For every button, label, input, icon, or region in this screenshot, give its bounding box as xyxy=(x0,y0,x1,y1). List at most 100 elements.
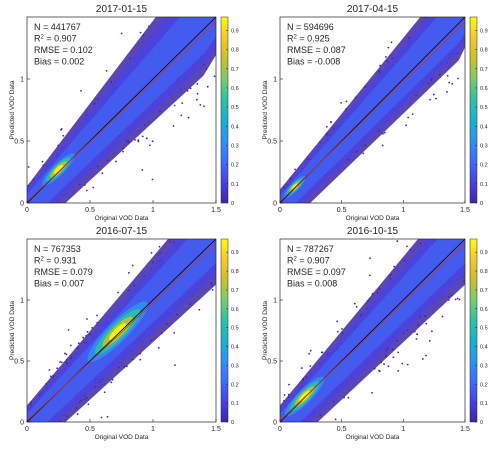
fit-line xyxy=(26,243,217,422)
x-axis-label: Original VOD Data xyxy=(95,434,149,441)
colorbar-tick-label: 0.3 xyxy=(480,143,488,149)
point xyxy=(67,328,70,331)
point xyxy=(172,125,175,127)
colorbar-tick-label: 0.2 xyxy=(231,382,239,388)
point xyxy=(283,394,286,396)
point xyxy=(341,328,343,330)
point xyxy=(64,352,66,355)
point xyxy=(80,89,82,92)
x-tick-label: 0.5 xyxy=(85,207,95,214)
y-tick-label: 0 xyxy=(273,201,277,208)
y-axis-label: Predicted VOD Data xyxy=(262,301,269,360)
point xyxy=(378,370,381,373)
point xyxy=(122,150,124,153)
point xyxy=(381,144,384,147)
colorbar-tick-label: 0.4 xyxy=(231,124,239,130)
point xyxy=(300,367,303,369)
point xyxy=(198,308,201,311)
y-tick-label: 0.5 xyxy=(14,359,24,366)
stat-rmse: RMSE = 0.079 xyxy=(34,267,93,277)
point xyxy=(425,322,428,325)
point xyxy=(401,362,404,365)
colorbar-tick-label: 0.6 xyxy=(480,86,488,92)
scatter-panel-4: 0 0.5 1 1.5 0 0.5 1 2016-10-15 Original VOD Data… xyxy=(262,226,488,441)
point xyxy=(387,365,390,368)
colorbar-tick-label: 0.1 xyxy=(231,401,239,407)
point xyxy=(451,82,454,85)
point xyxy=(454,298,457,301)
point xyxy=(392,356,395,359)
point xyxy=(405,124,407,127)
point xyxy=(330,121,333,124)
point xyxy=(196,82,199,85)
point xyxy=(139,358,142,361)
scatter-panel-2: 0 0.5 1 1.5 0 0.5 1 2017-04-15 Original VOD Data… xyxy=(262,4,488,222)
x-tick-label: 1 xyxy=(401,426,405,433)
point xyxy=(131,264,134,267)
point xyxy=(334,418,337,421)
point xyxy=(157,346,160,349)
point xyxy=(385,56,387,58)
point xyxy=(456,297,459,300)
y-tick-label: 1 xyxy=(273,298,277,305)
point xyxy=(100,416,103,419)
point xyxy=(56,367,59,370)
point xyxy=(435,97,437,100)
x-tick-label: 1.5 xyxy=(460,426,470,433)
colorbar-tick-label: 0.8 xyxy=(480,269,488,275)
colorbar-tick-label: 0.7 xyxy=(231,67,239,73)
point xyxy=(393,265,395,268)
stat-bias: Bias = 0.007 xyxy=(34,279,84,289)
point xyxy=(425,354,427,357)
fit-line xyxy=(279,21,466,203)
point xyxy=(87,403,90,406)
stat-n: N = 594696 xyxy=(287,22,334,32)
y-tick-label: 1 xyxy=(273,77,277,84)
y-axis-label: Predicted VOD Data xyxy=(262,80,269,139)
colorbar-tick-label: 0 xyxy=(231,201,234,207)
point xyxy=(59,361,62,363)
point xyxy=(309,349,312,352)
point xyxy=(86,318,88,320)
point xyxy=(60,128,62,131)
point xyxy=(397,351,400,354)
point xyxy=(446,74,449,77)
x-tick-label: 1 xyxy=(151,426,155,433)
colorbar-tick-label: 0.4 xyxy=(480,124,488,130)
colorbar xyxy=(469,238,478,423)
point xyxy=(390,41,393,44)
stat-rmse: RMSE = 0.097 xyxy=(287,267,346,277)
point xyxy=(294,168,296,171)
x-tick-label: 0.5 xyxy=(85,426,95,433)
point xyxy=(158,245,161,248)
x-tick-label: 0 xyxy=(25,207,29,214)
point xyxy=(203,105,205,108)
colorbar-tick-label: 0.6 xyxy=(231,307,239,313)
y-axis-label: Predicted VOD Data xyxy=(9,80,16,139)
point xyxy=(85,189,88,192)
y-tick-label: 0.5 xyxy=(14,139,24,146)
point xyxy=(441,315,444,318)
point xyxy=(415,338,418,340)
point xyxy=(82,336,85,339)
axes-box xyxy=(26,16,217,204)
point xyxy=(397,369,400,372)
point xyxy=(345,100,348,103)
point xyxy=(101,172,104,175)
stat-bias: Bias = 0.002 xyxy=(34,57,84,67)
colorbar-tick-label: 0.6 xyxy=(231,86,239,92)
point xyxy=(151,140,154,143)
colorbar-tick-label: 0 xyxy=(231,420,234,426)
x-tick-label: 0.5 xyxy=(337,207,347,214)
x-axis-label: Original VOD Data xyxy=(346,434,400,441)
point xyxy=(174,364,176,367)
stat-n: N = 787267 xyxy=(287,244,334,254)
colorbar-tick-label: 0.2 xyxy=(231,163,239,169)
point xyxy=(407,116,410,119)
point xyxy=(383,363,385,365)
point xyxy=(336,330,339,333)
colorbar-tick-label: 0.6 xyxy=(480,307,488,313)
point xyxy=(456,77,459,80)
y-tick-label: 1 xyxy=(20,298,24,305)
